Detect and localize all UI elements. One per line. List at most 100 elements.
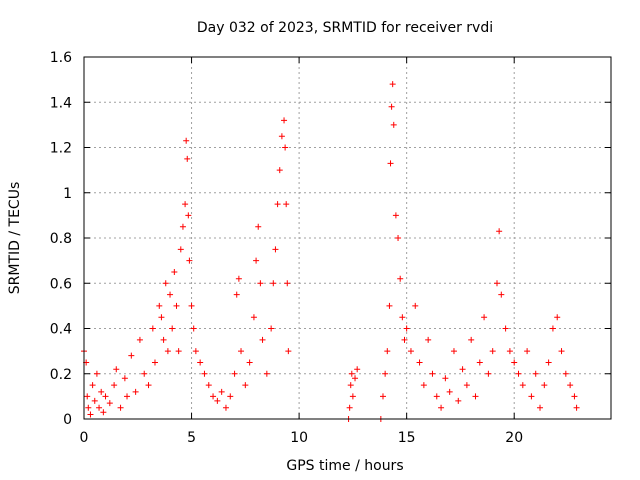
data-point xyxy=(281,117,288,124)
data-point xyxy=(151,359,158,366)
data-point xyxy=(476,359,483,366)
data-point xyxy=(113,366,120,373)
data-point xyxy=(167,291,174,298)
data-points xyxy=(81,81,580,422)
data-point xyxy=(164,348,171,355)
data-point xyxy=(160,336,167,343)
data-point xyxy=(169,325,176,332)
data-point xyxy=(395,235,402,241)
data-point xyxy=(235,275,242,282)
data-point xyxy=(450,348,457,355)
data-point xyxy=(571,393,578,400)
data-point xyxy=(192,348,199,355)
data-point xyxy=(511,359,518,366)
data-point xyxy=(485,370,492,377)
data-point xyxy=(442,375,449,382)
data-point xyxy=(459,366,466,373)
data-point xyxy=(100,409,107,416)
data-point xyxy=(205,382,212,389)
data-point xyxy=(489,348,496,355)
data-point xyxy=(84,393,91,400)
data-point xyxy=(124,393,131,400)
data-point xyxy=(141,370,148,377)
data-point xyxy=(481,314,488,321)
data-point xyxy=(392,212,399,219)
y-tick-label: 0.4 xyxy=(50,322,72,338)
y-tick-label: 1.4 xyxy=(50,95,72,111)
data-point xyxy=(246,359,253,366)
data-point xyxy=(384,348,391,355)
data-point xyxy=(463,382,470,389)
data-point xyxy=(346,404,353,411)
axis-ticks xyxy=(83,56,611,420)
data-point xyxy=(177,246,184,253)
data-point xyxy=(106,400,113,407)
data-point xyxy=(567,382,574,389)
data-point xyxy=(257,280,264,287)
data-point xyxy=(379,393,386,400)
data-point xyxy=(352,375,359,382)
x-tick-label: 10 xyxy=(290,430,308,446)
data-point xyxy=(270,280,277,287)
data-point xyxy=(573,404,580,411)
data-point xyxy=(250,314,257,321)
data-point xyxy=(233,291,240,298)
data-point xyxy=(433,393,440,400)
data-point xyxy=(278,133,285,140)
data-point xyxy=(210,393,217,400)
data-point xyxy=(145,382,152,389)
data-point xyxy=(399,314,406,321)
data-point xyxy=(446,388,453,395)
data-point xyxy=(98,388,105,395)
data-point xyxy=(179,223,186,230)
data-point xyxy=(388,103,395,110)
y-tick-label: 0 xyxy=(63,412,72,428)
data-point xyxy=(455,397,462,404)
x-axis-label: GPS time / hours xyxy=(286,458,403,474)
data-point xyxy=(132,388,139,395)
x-tick-label: 0 xyxy=(80,430,89,446)
data-point xyxy=(102,393,109,400)
data-point xyxy=(502,325,509,332)
data-point xyxy=(403,325,410,332)
data-point xyxy=(498,291,505,298)
data-point xyxy=(214,397,221,404)
data-point xyxy=(554,314,561,321)
data-point xyxy=(190,325,197,332)
data-point xyxy=(285,348,292,355)
data-point xyxy=(222,404,229,411)
data-point xyxy=(468,336,475,343)
data-point xyxy=(93,370,100,377)
data-point xyxy=(268,325,275,332)
y-tick-label: 1.6 xyxy=(50,50,72,66)
data-point xyxy=(348,370,355,377)
data-point xyxy=(173,302,180,309)
data-point xyxy=(349,393,356,400)
data-point xyxy=(197,359,204,366)
data-point xyxy=(389,81,396,88)
data-point xyxy=(283,201,290,208)
data-point xyxy=(387,160,394,167)
data-point xyxy=(183,137,190,144)
data-point xyxy=(282,144,289,151)
grid-lines xyxy=(84,57,611,419)
data-point xyxy=(218,388,225,395)
data-point xyxy=(515,370,522,377)
data-point xyxy=(407,348,414,355)
data-point xyxy=(117,404,124,411)
data-point xyxy=(121,375,128,382)
data-point xyxy=(111,382,118,389)
y-tick-label: 1.2 xyxy=(50,141,72,157)
x-tick-label: 20 xyxy=(505,430,523,446)
y-tick-label: 1 xyxy=(63,186,72,202)
data-point xyxy=(136,336,143,343)
data-point xyxy=(541,382,548,389)
data-point xyxy=(416,359,423,366)
data-point xyxy=(263,370,270,377)
data-point xyxy=(558,348,565,355)
data-point xyxy=(420,382,427,389)
data-point xyxy=(390,121,397,128)
data-point xyxy=(188,302,195,309)
data-point xyxy=(472,393,479,400)
data-point xyxy=(231,370,238,377)
